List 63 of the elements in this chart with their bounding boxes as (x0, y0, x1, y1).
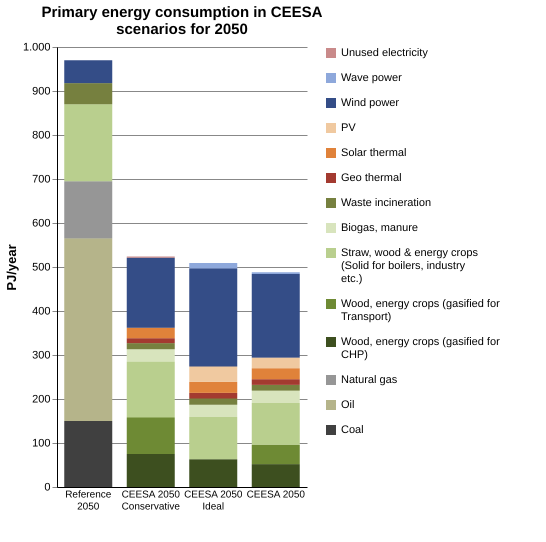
y-axis-title: PJ/year (4, 244, 19, 291)
legend-label: Solar thermal (341, 147, 406, 159)
bar (189, 404, 238, 418)
bar (126, 258, 175, 328)
bar (64, 238, 112, 421)
bar (64, 104, 112, 182)
legend-label: Wood, energy crops (gasified for CHP) (341, 336, 500, 361)
y-tick-label: 700 (32, 174, 50, 186)
legend-label: Oil (341, 399, 354, 411)
legend-label: Wave power (341, 72, 402, 84)
x-tick-label: CEESA 2050 (246, 490, 306, 500)
bar (252, 464, 300, 487)
legend-label: Biogas, manure (341, 222, 418, 234)
bar (64, 60, 112, 84)
bar (64, 421, 112, 487)
y-tick-label: 600 (32, 218, 50, 230)
bar (189, 398, 238, 405)
bar (64, 181, 112, 238)
y-tick-label: 300 (32, 350, 50, 362)
bar (126, 417, 175, 454)
bar (189, 366, 238, 382)
legend-label: Straw, wood & energy crops (Solid for boilers, industry etc.) (341, 247, 478, 285)
chart-title: Primary energy consumption in CEESA scenarios for 2050 (42, 4, 323, 38)
legend-label: Coal (341, 424, 364, 436)
x-tick-label: CEESA 2050 Ideal (184, 490, 243, 512)
bar (252, 444, 300, 464)
bar (126, 328, 175, 338)
bar (189, 392, 238, 399)
y-tick-label: 500 (32, 262, 50, 274)
legend-label: Waste incineration (341, 197, 432, 209)
bar (64, 83, 112, 104)
bar (189, 268, 238, 366)
legend-label: Wood, energy crops (gasified for Transport) (341, 298, 500, 323)
bar (252, 358, 300, 368)
x-tick-label: CEESA 2050 Conservative (122, 490, 180, 512)
bar (126, 349, 175, 362)
bar (189, 263, 238, 268)
legend-label: PV (341, 122, 356, 134)
legend-label: Natural gas (341, 374, 398, 386)
y-tick-label: 0 (44, 482, 50, 494)
y-tick-label: 100 (32, 438, 50, 450)
bar (189, 417, 238, 460)
bar (126, 362, 175, 418)
y-tick-label: 800 (32, 130, 50, 142)
y-tick-label: 200 (32, 394, 50, 406)
bar (252, 368, 300, 380)
bar (252, 379, 300, 385)
bar (252, 274, 300, 358)
bar (189, 382, 238, 393)
legend-label: Wind power (341, 97, 400, 109)
legend-label: Geo thermal (341, 172, 402, 184)
bar (126, 454, 175, 487)
bar (252, 390, 300, 403)
y-tick-label: 400 (32, 306, 50, 318)
y-tick-label: 900 (32, 86, 50, 98)
y-tick-label: 1.000 (22, 42, 50, 54)
bar (252, 384, 300, 391)
bar (189, 459, 238, 487)
bar (126, 338, 175, 344)
legend-label: Unused electricity (341, 47, 428, 59)
bar (126, 343, 175, 350)
x-tick-label: Reference 2050 (65, 490, 112, 512)
bar (252, 402, 300, 445)
